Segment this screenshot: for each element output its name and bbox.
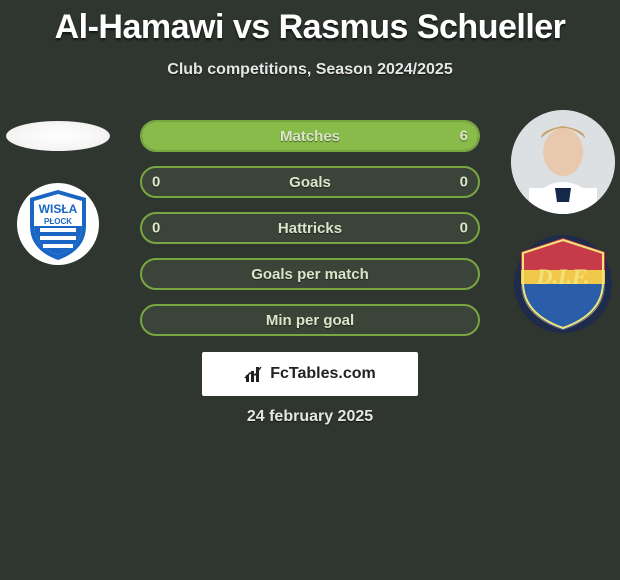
bar-chart-icon: [244, 364, 264, 384]
stat-bar: Min per goal: [140, 304, 480, 336]
bar-value-right: 0: [460, 174, 468, 191]
player-left-avatar: [6, 110, 110, 162]
svg-text:WISŁA: WISŁA: [38, 202, 77, 216]
page-title: Al-Hamawi vs Rasmus Schueller: [0, 0, 620, 47]
svg-text:PŁOCK: PŁOCK: [44, 217, 72, 226]
bar-label: Goals per match: [251, 266, 369, 283]
bar-label: Min per goal: [266, 312, 354, 329]
club-right-badge: D.I.F.: [513, 234, 613, 334]
bar-label: Matches: [280, 128, 340, 145]
stat-bar: Hattricks 0 0: [140, 212, 480, 244]
svg-text:D.I.F.: D.I.F.: [535, 264, 589, 289]
player-right-avatar: [511, 110, 615, 214]
bar-label: Hattricks: [278, 220, 342, 237]
bar-value-left: 0: [152, 174, 160, 191]
stats-bars: Matches 6 Goals 0 0 Hattricks 0 0 Goals per matc…: [140, 120, 480, 336]
bar-value-right: 0: [460, 220, 468, 237]
stat-bar: Matches 6: [140, 120, 480, 152]
player-left-oval: [6, 121, 110, 151]
dif-shield-icon: D.I.F.: [513, 234, 613, 334]
footer-brand-text: FcTables.com: [270, 365, 376, 383]
club-left-badge: WISŁA PŁOCK: [16, 182, 100, 266]
footer-brand-badge: FcTables.com: [202, 352, 418, 396]
bar-value-left: 0: [152, 220, 160, 237]
stat-bar: Goals 0 0: [140, 166, 480, 198]
wisla-shield-icon: WISŁA PŁOCK: [16, 182, 100, 266]
bar-value-right: 6: [460, 128, 468, 145]
person-silhouette-icon: [511, 110, 615, 214]
footer-date: 24 february 2025: [0, 408, 620, 426]
left-column: WISŁA PŁOCK: [0, 110, 115, 266]
subtitle: Club competitions, Season 2024/2025: [0, 61, 620, 79]
right-column: D.I.F.: [505, 110, 620, 334]
stat-bar: Goals per match: [140, 258, 480, 290]
bar-label: Goals: [289, 174, 331, 191]
